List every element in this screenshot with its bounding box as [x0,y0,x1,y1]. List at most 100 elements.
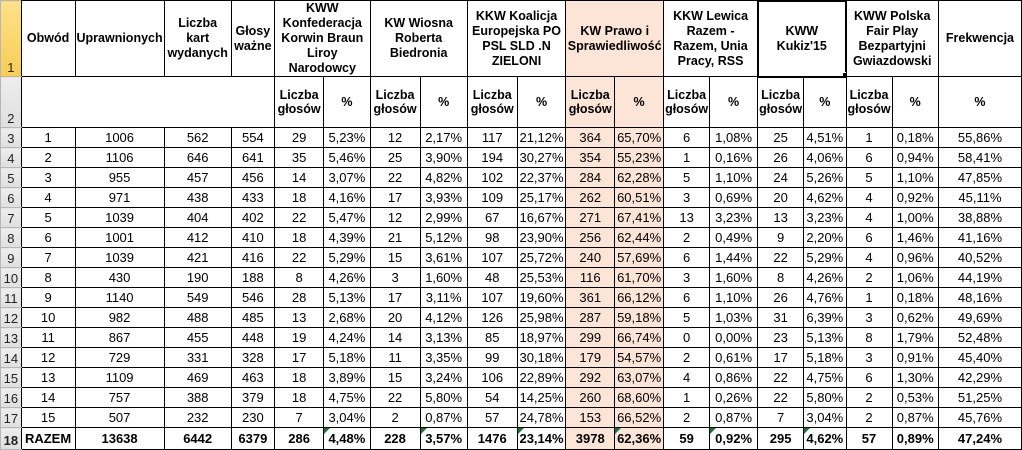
col-header-glosy-wazne[interactable]: Głosy ważne [230,0,276,77]
cell[interactable]: 11 [20,327,76,348]
cell[interactable]: 5 [20,207,76,228]
subheader-pct[interactable]: % [516,76,567,128]
cell[interactable]: 17 [369,287,421,308]
cell[interactable]: 0,91% [891,347,939,368]
cell[interactable]: 1039 [74,207,165,228]
subheader-votes[interactable]: Liczba głosów [845,76,893,128]
cell[interactable]: 8 [757,267,805,288]
cell[interactable]: 0,49% [709,227,759,248]
cell[interactable]: 14 [273,167,325,188]
cell[interactable]: 0,87% [709,407,759,428]
party-header-kukiz15-selected-cell[interactable]: KWW Kukiz'15 [756,0,848,78]
row-header[interactable]: 6 [0,187,22,208]
cell[interactable]: 507 [74,407,165,428]
cell[interactable]: 13 [757,207,805,228]
party-header-pis[interactable]: KW Prawo i Sprawiedliwość [565,0,665,77]
cell[interactable]: 22 [369,167,421,188]
cell[interactable]: 0,26% [709,387,759,408]
cell[interactable]: 3,35% [419,347,468,368]
cell[interactable]: 562 [163,127,232,148]
subheader-votes[interactable]: Liczba głosów [565,76,616,128]
cell[interactable]: 21 [369,227,421,248]
row-header[interactable]: 18 [0,427,22,450]
cell[interactable]: 6,39% [803,307,847,328]
cell[interactable]: 45,76% [937,407,1022,428]
row-header[interactable]: 8 [0,227,22,248]
cell[interactable]: 455 [163,327,232,348]
cell[interactable]: 13 [273,307,325,328]
cell[interactable]: 66,52% [614,407,665,428]
cell[interactable]: 256 [565,227,616,248]
cell[interactable]: 2 [845,267,893,288]
cell[interactable]: 17 [273,347,325,368]
cell[interactable]: 3,04% [803,407,847,428]
cell[interactable]: 4,39% [323,227,371,248]
cell[interactable]: 7 [757,407,805,428]
cell[interactable]: 116 [565,267,616,288]
cell[interactable]: 4,76% [803,287,847,308]
cell[interactable]: 5,29% [803,247,847,268]
row-header[interactable]: 11 [0,287,22,308]
cell[interactable]: 0,92% [891,187,939,208]
subheader-votes[interactable]: Liczba głosów [757,76,805,128]
cell[interactable]: 19 [273,327,325,348]
cell[interactable]: 31 [757,307,805,328]
cell[interactable]: 55,86% [937,127,1022,148]
cell[interactable]: 410 [230,227,276,248]
cell[interactable]: 1,60% [419,267,468,288]
cell[interactable]: 29 [273,127,325,148]
cell[interactable]: 11 [369,347,421,368]
cell[interactable]: 2 [845,407,893,428]
cell[interactable]: 8 [845,327,893,348]
cell[interactable]: 1039 [74,247,165,268]
party-header-polska-fair-play[interactable]: KWW Polska Fair Play Bezpartyjni Gwiazdo… [845,0,939,77]
cell[interactable]: 7 [20,247,76,268]
cell[interactable]: 1 [845,287,893,308]
cell[interactable]: 0 [663,327,711,348]
cell[interactable]: 25,98% [516,307,567,328]
cell[interactable]: 6 [663,247,711,268]
row-header[interactable]: 10 [0,267,22,288]
cell[interactable]: 26 [757,287,805,308]
cell[interactable]: 13 [663,207,711,228]
cell[interactable]: 22 [757,387,805,408]
cell[interactable]: 1,10% [709,287,759,308]
cell[interactable]: 1476 [466,427,518,450]
cell[interactable]: 3 [663,187,711,208]
cell[interactable]: 4,16% [323,187,371,208]
cell[interactable]: 1140 [74,287,165,308]
cell[interactable]: 45,40% [937,347,1022,368]
cell[interactable]: 4,75% [323,387,371,408]
cell[interactable]: 364 [565,127,616,148]
cell[interactable]: 1 [20,127,76,148]
cell[interactable]: 416 [230,247,276,268]
cell[interactable]: 331 [163,347,232,368]
cell[interactable]: 354 [565,147,616,168]
cell[interactable]: 9 [20,287,76,308]
cell[interactable]: 6 [845,367,893,388]
row-header[interactable]: 12 [0,307,22,328]
cell[interactable]: 10 [20,307,76,328]
cell[interactable]: 17 [369,187,421,208]
cell[interactable]: 361 [565,287,616,308]
cell[interactable]: 646 [163,147,232,168]
cell[interactable]: 0,00% [709,327,759,348]
subheader-votes[interactable]: Liczba głosów [663,76,711,128]
cell[interactable]: 554 [230,127,276,148]
cell[interactable]: 2,20% [803,227,847,248]
cell[interactable]: 25 [757,127,805,148]
cell[interactable]: 6442 [163,427,232,450]
cell[interactable]: 54 [466,387,518,408]
cell[interactable]: 3,57% [419,427,468,450]
cell[interactable]: 1 [845,127,893,148]
cell[interactable]: 4,12% [419,307,468,328]
cell[interactable]: 107 [466,247,518,268]
col-header-frekwencja[interactable]: Frekwencja [937,0,1022,77]
cell[interactable]: 3,89% [323,367,371,388]
cell[interactable]: 58,41% [937,147,1022,168]
cell[interactable]: 18 [273,227,325,248]
cell[interactable]: 262 [565,187,616,208]
cell[interactable]: 2 [845,387,893,408]
cell[interactable]: 23,90% [516,227,567,248]
cell[interactable]: 4 [20,187,76,208]
